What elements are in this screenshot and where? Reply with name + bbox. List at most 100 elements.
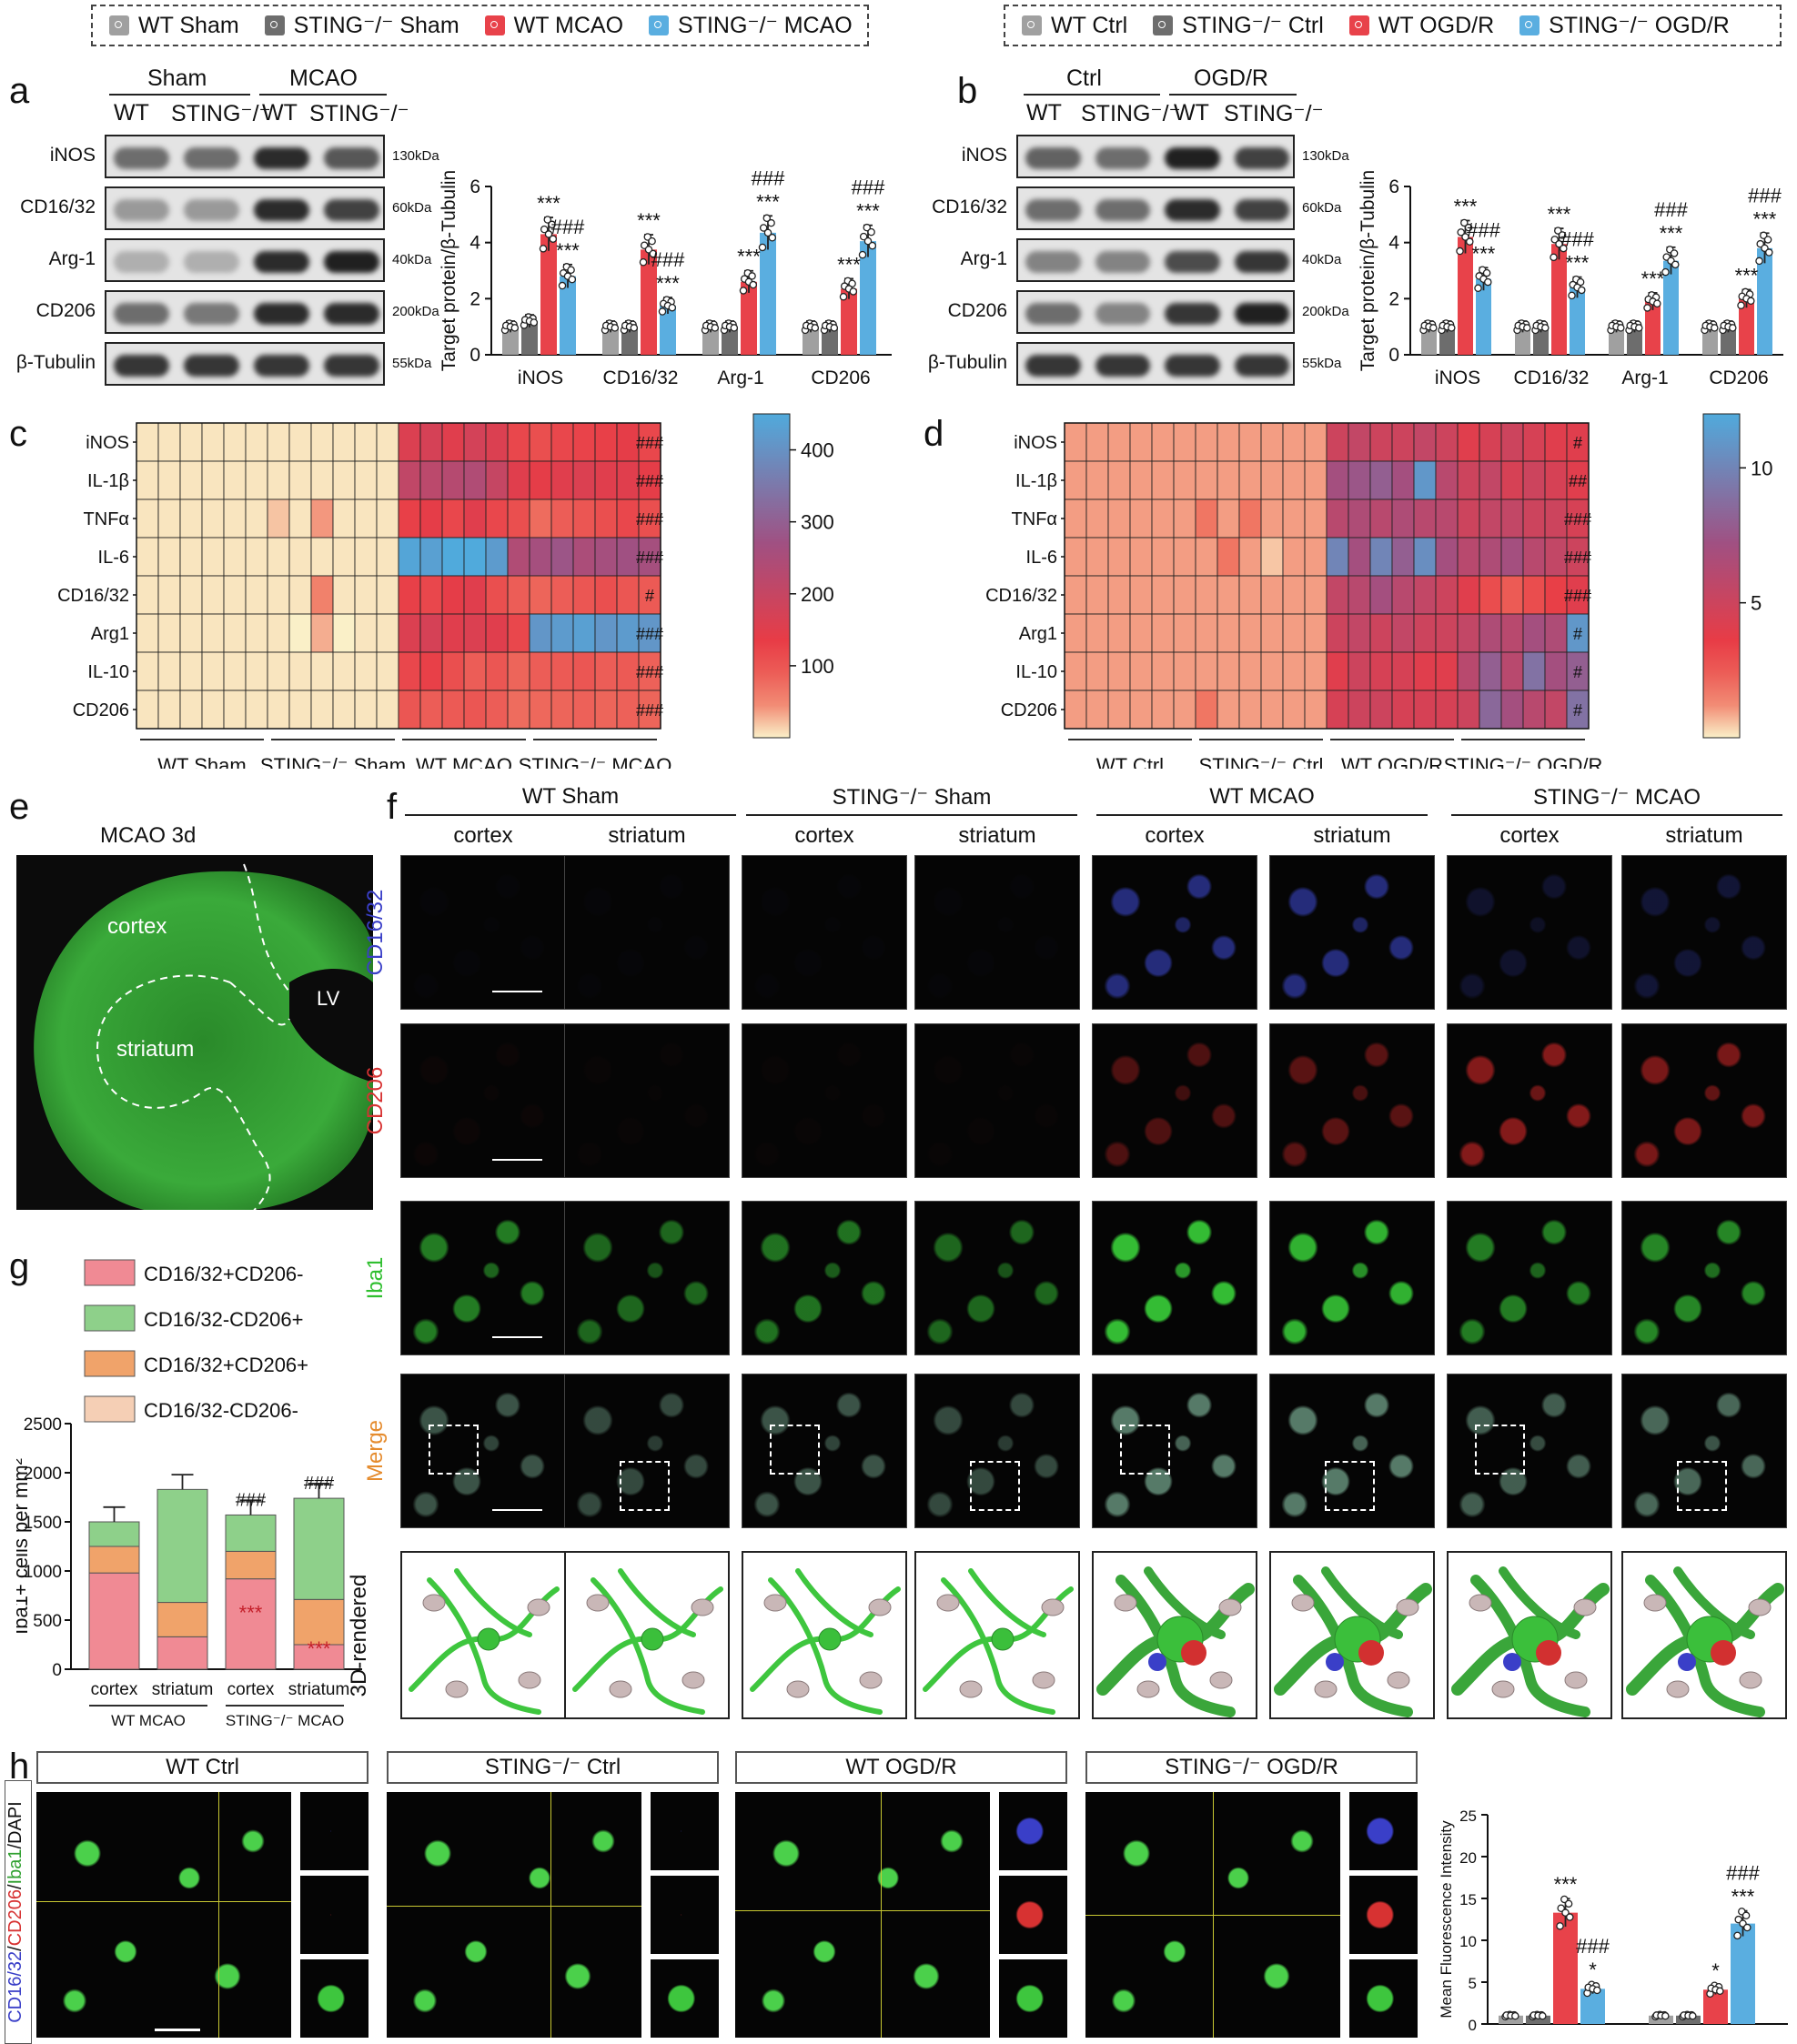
heatmap-cell [1348, 537, 1371, 577]
heatmap-cell [419, 613, 443, 653]
blot-strip [1016, 342, 1295, 386]
data-point [510, 324, 520, 332]
data-point [1566, 1913, 1574, 1921]
heatmap-cell [1348, 498, 1371, 539]
heatmap-cell [550, 613, 574, 653]
microglia-process [1321, 1566, 1403, 1639]
significance-mark: *** [1731, 1886, 1755, 1908]
heatmap-cell [223, 498, 247, 539]
legend-label: CD16/32-CD206+ [144, 1308, 303, 1331]
h-channel-tile [1349, 1792, 1418, 1870]
heatmap-cell [1085, 460, 1109, 500]
heatmap-cell [638, 537, 661, 577]
nucleus-blob [1209, 1671, 1233, 1689]
data-point [1429, 324, 1438, 332]
blot-band [324, 303, 379, 325]
bar [1476, 278, 1491, 355]
data-point [762, 214, 772, 223]
micrograph-tile [564, 855, 730, 1010]
heatmap-cell [616, 575, 640, 615]
stacked-bar-segment [156, 1636, 208, 1670]
blot-band [1095, 355, 1150, 377]
heatmap-cell [419, 422, 443, 462]
heatmap-cell [1107, 498, 1131, 539]
blot-strip [1016, 290, 1295, 334]
heatmap-cell [354, 575, 378, 615]
heatmap-cell [1064, 537, 1087, 577]
group-underline [259, 94, 387, 96]
data-point [1578, 286, 1586, 295]
channel-label-part: CD16/32 [5, 1950, 25, 2023]
micrograph-tile [1621, 1374, 1787, 1528]
bar [660, 306, 676, 355]
micrograph-tile [1621, 1023, 1787, 1178]
heatmap-cell [1369, 422, 1393, 462]
crosshair-h [735, 1910, 990, 1911]
heatmap-cell [136, 651, 159, 691]
rendered-3d-tile [1092, 1551, 1257, 1719]
microglia-process [618, 1568, 696, 1637]
heatmap-cell [1479, 537, 1502, 577]
heatmap-cell [288, 422, 312, 462]
y-tick-label: 4 [469, 233, 480, 254]
heatmap-cell [1369, 651, 1393, 691]
heatmap-cell [1064, 575, 1087, 615]
nucleus-blob [518, 1671, 541, 1689]
heatmap-cell [1304, 537, 1328, 577]
heatmap-cell [1500, 422, 1524, 462]
nucleus-blob [422, 1594, 446, 1612]
scale-bar [492, 991, 542, 992]
heatmap-cell [1413, 575, 1437, 615]
bar [621, 327, 638, 355]
blot-row-label: β-Tubulin [15, 352, 96, 373]
y-tick-label: 2000 [24, 1465, 62, 1484]
heatmap-cell [529, 613, 552, 653]
heatmap-cell [1566, 575, 1590, 615]
data-point [658, 307, 667, 316]
heatmap-cell [419, 651, 443, 691]
significance-mark: *** [239, 1601, 263, 1624]
heatmap-cell [1566, 690, 1590, 730]
data-point [1457, 228, 1465, 237]
blot-strip [1016, 238, 1295, 282]
significance-mark: ### [236, 1490, 267, 1510]
heatmap-cell [179, 498, 203, 539]
y-tick-label: 6 [1388, 176, 1399, 197]
significance-mark: *** [856, 200, 880, 223]
heatmap-cell [157, 422, 181, 462]
heatmap-cell [1544, 613, 1568, 653]
brain-label-striatum: striatum [116, 1037, 195, 1062]
heatmap-cell [594, 613, 618, 653]
heatmap-mark: ### [1564, 510, 1591, 529]
heatmap-cell [1282, 613, 1306, 653]
x-tick-label: CD16/32 [1514, 368, 1590, 388]
data-point [711, 324, 720, 332]
heatmap-cell [1238, 537, 1262, 577]
panel-letter-a: a [9, 71, 30, 111]
micrograph-tile [1269, 1023, 1435, 1178]
nucleus-blob [1396, 1598, 1419, 1616]
blot-lane-label: WT [1026, 100, 1062, 126]
micrograph-tile [742, 1201, 907, 1355]
heatmap-cell [267, 690, 290, 730]
heatmap-cell [1195, 575, 1218, 615]
bar [560, 276, 576, 355]
heatmap-cell [1348, 422, 1371, 462]
heatmap-cell [354, 537, 378, 577]
data-point [1554, 227, 1562, 235]
data-point [739, 287, 748, 295]
heatmap-cell [441, 613, 465, 653]
blot-lane-label: STING⁻/⁻ [171, 101, 271, 126]
heatmap-cell [485, 422, 509, 462]
heatmap-cell [1326, 422, 1349, 462]
heatmap-cell [1260, 613, 1284, 653]
micrograph-tile [400, 1201, 566, 1355]
bar [602, 327, 619, 355]
heatmap-cell [1195, 460, 1218, 500]
zoom-box [970, 1461, 1020, 1511]
data-point [858, 250, 867, 259]
heatmap-cell [1544, 575, 1568, 615]
significance-mark: *** [1472, 242, 1496, 265]
stacked-bar-segment [293, 1644, 345, 1670]
heatmap-cell [1566, 651, 1590, 691]
